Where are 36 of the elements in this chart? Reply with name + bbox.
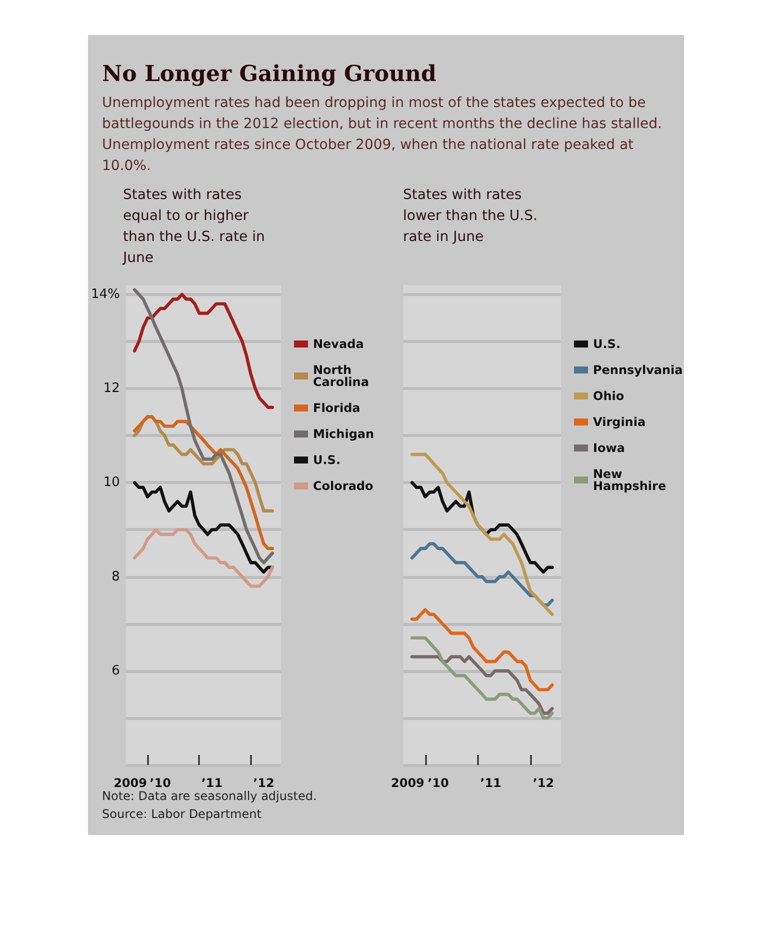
x-tick-label: 2009 (114, 776, 147, 790)
y-tick-label: 14% (90, 286, 120, 302)
legend-label: Ohio (593, 389, 624, 403)
line-series (132, 288, 274, 564)
legend-label: New Hampshire (593, 467, 666, 493)
legend-label: North Carolina (313, 363, 369, 389)
legend-label: Nevada (313, 337, 364, 351)
legend-label: Pennsylvania (593, 363, 683, 377)
y-tick-label: 6 (112, 663, 120, 678)
text: Unemployment rates had been dropping in most of the states expected to be battlegounds in the 2012 election, but in recent months the decline has stalled. Unemployment rates since October 2009, when the national rate peaked at 10.0%. (102, 94, 663, 176)
source-note: Source: Labor Department (102, 806, 262, 823)
line-series (132, 415, 274, 550)
legend-label: Iowa (593, 441, 625, 455)
chart-title: No Longer Gaining Ground (102, 61, 438, 87)
x-tick-label: ’12 (532, 776, 554, 790)
x-tick-label: ’10 (428, 776, 449, 790)
y-tick-label: 10 (103, 475, 120, 490)
legend-label: Virginia (593, 415, 646, 429)
line-series (132, 481, 274, 574)
x-tick-label: ’12 (253, 776, 274, 790)
legend-label: Michigan (313, 427, 374, 441)
x-tick-label: 2009 (390, 776, 424, 790)
x-tick-label: ’11 (480, 776, 502, 790)
line-series (132, 292, 274, 409)
y-tick-label: 8 (112, 569, 120, 584)
legend-label: Colorado (313, 479, 374, 493)
y-tick-label: 12 (103, 381, 120, 396)
line-series (132, 528, 274, 588)
x-tick-label: ’10 (150, 776, 171, 790)
text: States with rates equal to or higher than the U.S. rate in June (121, 186, 266, 268)
legend-label: U.S. (313, 453, 341, 467)
x-tick-label: ’11 (201, 776, 223, 790)
text: Note: Data are seasonally adjusted. (102, 788, 318, 805)
text: States with rates lower than the U.S. rate in June (402, 186, 538, 247)
legend-label: Florida (313, 401, 360, 415)
legend-label: U.S. (593, 337, 621, 351)
